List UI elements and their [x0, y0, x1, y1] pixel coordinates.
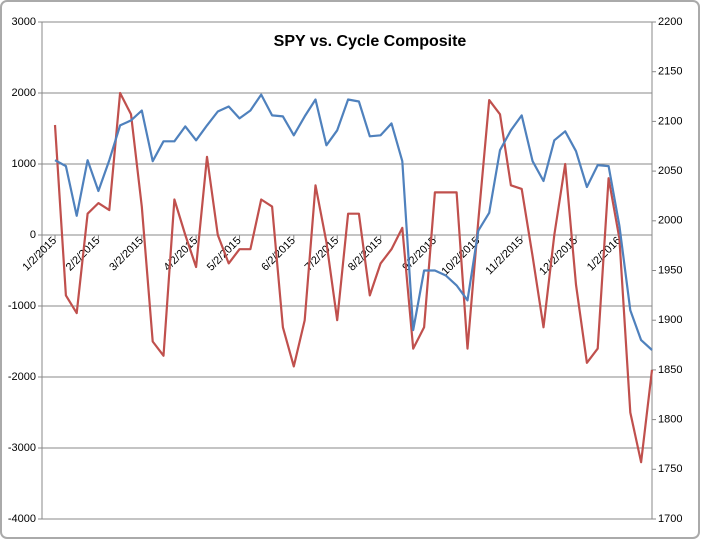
y-tick-label: -4000	[8, 513, 36, 525]
y2-tick-label: 2050	[658, 165, 682, 177]
y2-tick-label: 1800	[658, 414, 682, 426]
y-tick-label: -2000	[8, 371, 36, 383]
y2-tick-label: 1950	[658, 264, 682, 276]
y2-tick-label: 1700	[658, 513, 682, 525]
y-tick-label: 3000	[12, 16, 36, 28]
y2-tick-label: 2000	[658, 215, 682, 227]
series-line	[53, 91, 654, 464]
y2-tick-label: 1850	[658, 364, 682, 376]
y-tick-label: -3000	[8, 442, 36, 454]
y2-tick-label: 1900	[658, 314, 682, 326]
y2-tick-label: 2100	[658, 115, 682, 127]
y-tick-label: 1000	[12, 158, 36, 170]
y2-tick-label: 1750	[658, 463, 682, 475]
chart-title: SPY vs. Cycle Composite	[274, 33, 467, 50]
y-tick-label: 0	[30, 229, 36, 241]
y2-tick-label: 2200	[658, 16, 682, 28]
series-line	[54, 93, 653, 351]
y-tick-label: 2000	[12, 87, 36, 99]
y2-tick-label: 2150	[658, 66, 682, 78]
y-tick-label: -1000	[8, 300, 36, 312]
